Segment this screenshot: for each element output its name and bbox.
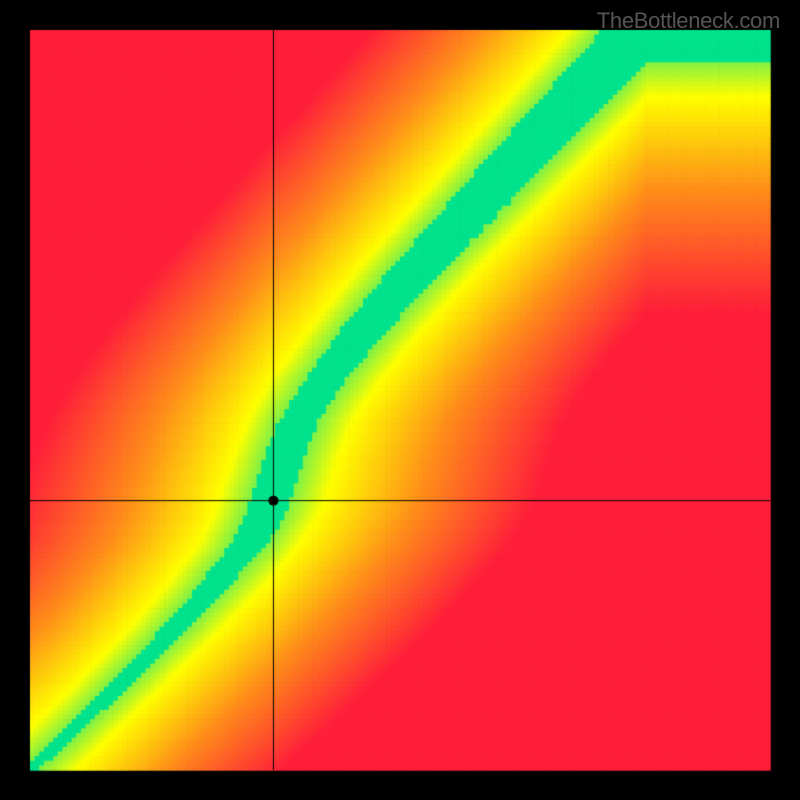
chart-container: TheBottleneck.com <box>0 0 800 800</box>
heatmap-canvas <box>0 0 800 800</box>
watermark-text: TheBottleneck.com <box>597 8 780 34</box>
